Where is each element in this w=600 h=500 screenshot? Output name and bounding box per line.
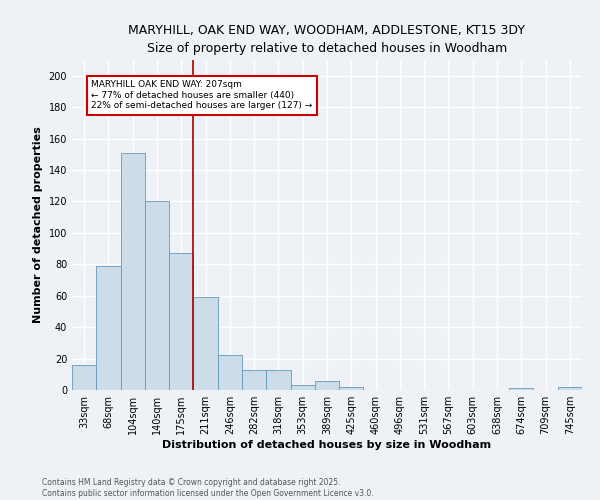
Bar	[145, 202, 169, 390]
Bar	[509, 388, 533, 390]
Bar	[290, 386, 315, 390]
Bar	[558, 387, 582, 390]
Bar	[169, 254, 193, 390]
X-axis label: Distribution of detached houses by size in Woodham: Distribution of detached houses by size …	[163, 440, 491, 450]
Bar	[339, 387, 364, 390]
Bar	[266, 370, 290, 390]
Bar	[193, 298, 218, 390]
Y-axis label: Number of detached properties: Number of detached properties	[33, 126, 43, 324]
Bar	[315, 380, 339, 390]
Text: MARYHILL OAK END WAY: 207sqm
← 77% of detached houses are smaller (440)
22% of s: MARYHILL OAK END WAY: 207sqm ← 77% of de…	[91, 80, 313, 110]
Bar	[72, 365, 96, 390]
Bar	[96, 266, 121, 390]
Bar	[218, 356, 242, 390]
Title: MARYHILL, OAK END WAY, WOODHAM, ADDLESTONE, KT15 3DY
Size of property relative t: MARYHILL, OAK END WAY, WOODHAM, ADDLESTO…	[128, 24, 526, 54]
Bar	[242, 370, 266, 390]
Bar	[121, 152, 145, 390]
Text: Contains HM Land Registry data © Crown copyright and database right 2025.
Contai: Contains HM Land Registry data © Crown c…	[42, 478, 374, 498]
